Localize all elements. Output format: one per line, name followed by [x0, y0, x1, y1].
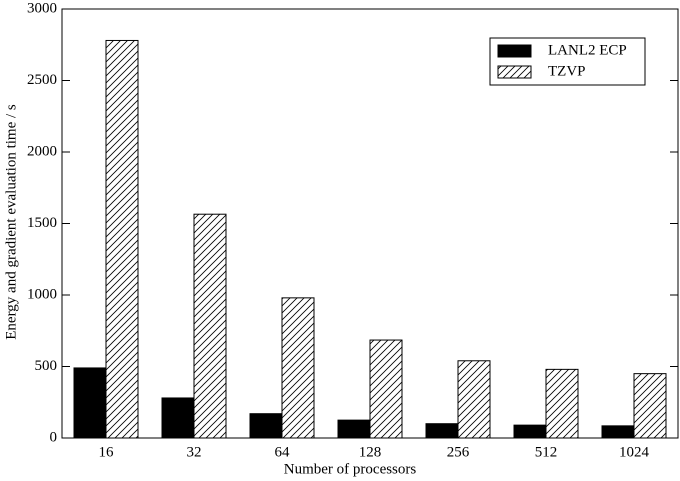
legend-swatch: [497, 65, 532, 79]
legend-label: TZVP: [548, 63, 586, 79]
x-tick-label: 256: [447, 444, 470, 460]
x-tick-label: 1024: [619, 444, 650, 460]
y-tick-label: 2500: [27, 72, 57, 88]
bar: [425, 423, 459, 439]
legend-label: LANL2 ECP: [548, 42, 627, 58]
y-tick-label: 3000: [27, 0, 57, 16]
bar: [161, 397, 195, 439]
bar: [369, 339, 403, 439]
x-tick-label: 32: [187, 444, 202, 460]
legend-swatch: [497, 44, 532, 58]
bar: [337, 419, 371, 439]
y-tick-label: 500: [35, 358, 58, 374]
bar: [457, 360, 491, 439]
bar: [601, 425, 635, 439]
bar: [513, 424, 547, 439]
plot-frame: [61, 8, 679, 439]
x-axis-label: Number of processors: [284, 461, 417, 477]
bar: [193, 213, 227, 439]
y-axis-label: Energy and gradient evaluation time / s: [3, 104, 19, 340]
bar: [281, 297, 315, 439]
y-tick-label: 1500: [27, 215, 57, 231]
x-tick-label: 64: [275, 444, 291, 460]
x-tick-label: 128: [359, 444, 382, 460]
y-tick-label: 0: [50, 429, 58, 445]
y-tick-label: 1000: [27, 286, 57, 302]
bar: [633, 373, 667, 439]
bar: [105, 39, 139, 439]
x-tick-label: 16: [99, 444, 115, 460]
x-tick-label: 512: [535, 444, 558, 460]
bar: [73, 367, 107, 439]
bar: [249, 413, 283, 439]
y-tick-label: 2000: [27, 143, 57, 159]
bar: [545, 368, 579, 439]
